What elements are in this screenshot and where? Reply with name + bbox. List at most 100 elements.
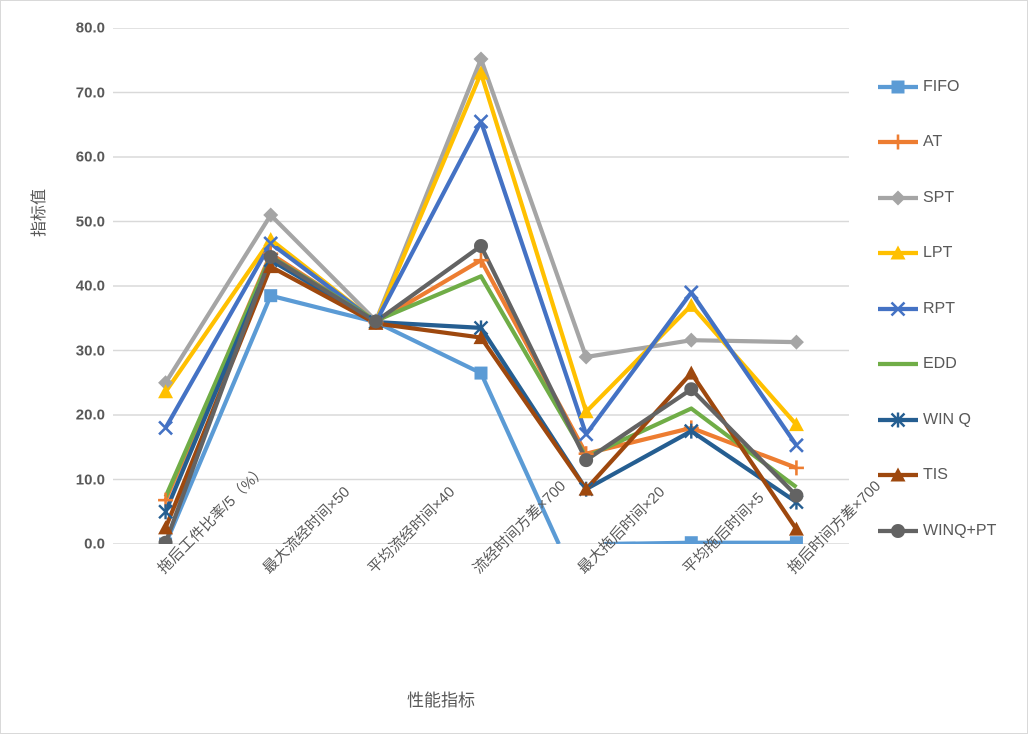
x-axis-tick-label: 平均流经时间×40 — [364, 483, 459, 578]
series-line-fifo — [163, 293, 482, 544]
marker-winq-pt-3 — [474, 239, 488, 254]
x-axis-tick-label: 流经时间方差×700 — [469, 477, 570, 578]
marker-lpt-1 — [263, 232, 279, 247]
x-axis-tick-label: 拖后工件比率/5（%） — [154, 462, 270, 578]
x-axis-title: 性能指标 — [407, 691, 475, 710]
marker-winq-pt-6 — [789, 488, 804, 503]
x-axis-tick-label: 最大拖后时间×20 — [574, 483, 669, 578]
marker-lpt-0 — [158, 384, 174, 399]
y-axis-tick-label: 80.0 — [75, 19, 105, 37]
series-line-fifo-return — [604, 540, 692, 544]
marker-rpt-3 — [473, 114, 489, 129]
x-axis-tick-label: 拖后时间方差×700 — [785, 477, 885, 578]
legend-swatch-square-icon — [877, 76, 919, 98]
marker-at-6 — [788, 460, 804, 476]
y-axis-tick-labels: 0.0 10.0 20.0 30.0 40.0 50.0 60.0 70.0 80.0 — [1, 1, 105, 735]
legend-label: FIFO — [923, 77, 960, 95]
marker-winq-pt-4 — [579, 453, 594, 468]
legend-item-at[interactable]: AT — [877, 115, 1025, 171]
y-axis-tick-label: 40.0 — [75, 277, 105, 295]
marker-spt-0 — [158, 375, 174, 391]
marker-fifo-3 — [474, 366, 488, 380]
legend-item-spt[interactable]: SPT — [877, 170, 1025, 226]
marker-lpt-6 — [788, 417, 804, 432]
legend-swatch-none-icon — [877, 353, 919, 375]
marker-rpt-1 — [263, 236, 279, 251]
marker-spt-6 — [788, 334, 804, 350]
legend-label: SPT — [923, 188, 955, 206]
y-axis-tick-label: 50.0 — [75, 213, 105, 230]
marker-tis-5 — [683, 365, 699, 380]
legend-marker-tis — [890, 467, 906, 482]
marker-spt-4 — [578, 349, 594, 365]
marker-winq-pt-2 — [368, 314, 383, 329]
legend-label: TIS — [923, 466, 948, 484]
marker-spt-1 — [263, 207, 279, 223]
legend-label: EDD — [923, 355, 957, 373]
legend-marker-rpt — [890, 301, 906, 317]
legend-swatch-plus-icon — [877, 131, 919, 153]
marker-win-q-5 — [683, 423, 699, 439]
plot-area — [113, 28, 849, 544]
y-axis-tick-label: 0.0 — [84, 535, 105, 553]
legend-marker-winq-pt — [891, 523, 905, 538]
marker-lpt-4 — [578, 404, 594, 419]
legend-marker-fifo — [891, 80, 905, 94]
legend-marker-win-q — [890, 412, 906, 428]
legend-marker-lpt — [890, 245, 906, 260]
legend-item-rpt[interactable]: RPT — [877, 281, 1025, 337]
legend-marker-spt — [890, 190, 906, 206]
y-axis-tick-label: 20.0 — [75, 406, 105, 424]
marker-winq-pt-5 — [684, 382, 699, 397]
marker-spt-3 — [473, 51, 489, 67]
marker-win-q-0 — [158, 504, 173, 520]
marker-spt-5 — [683, 332, 699, 348]
marker-tis-4 — [578, 481, 594, 496]
series-line-fifo-offscale — [479, 372, 561, 544]
legend-label: LPT — [923, 244, 953, 262]
legend-marker-at — [890, 134, 906, 150]
legend-item-edd[interactable]: EDD — [877, 337, 1025, 393]
marker-winq-pt-1 — [263, 249, 278, 264]
marker-fifo-1 — [264, 289, 278, 303]
legend-item-winq-pt[interactable]: WINQ+PT — [877, 503, 1025, 559]
marker-tis-1 — [263, 259, 279, 274]
marker-winq-pt-0 — [158, 535, 173, 544]
marker-rpt-0 — [158, 420, 173, 436]
x-axis-tick-label: 最大流经时间×50 — [259, 483, 354, 578]
legend-swatch-circle-icon — [877, 520, 919, 542]
legend-swatch-cross-icon — [877, 298, 919, 320]
chart-legend: FIFO AT SPT LPT RPT EDD WIN Q TIS WINQ+PT — [877, 59, 1025, 559]
legend-label: RPT — [923, 299, 955, 317]
marker-tis-0 — [158, 520, 174, 535]
legend-item-win-q[interactable]: WIN Q — [877, 392, 1025, 448]
marker-rpt-5 — [683, 285, 699, 300]
marker-lpt-3 — [473, 65, 489, 80]
legend-swatch-asterisk-icon — [877, 409, 919, 431]
legend-label: AT — [923, 133, 943, 151]
marker-at-3 — [473, 252, 489, 268]
marker-rpt-6 — [789, 437, 804, 453]
marker-tis-6 — [788, 521, 804, 536]
legend-item-tis[interactable]: TIS — [877, 448, 1025, 504]
marker-tis-3 — [473, 330, 489, 345]
y-axis-tick-label: 70.0 — [75, 84, 105, 101]
marker-fifo-6 — [789, 536, 803, 544]
y-axis-tick-label: 60.0 — [75, 148, 105, 166]
chart-plot-svg — [113, 28, 849, 544]
legend-label: WIN Q — [923, 410, 971, 428]
marker-fifo-5 — [684, 536, 698, 544]
y-axis-tick-label: 10.0 — [75, 471, 105, 488]
legend-swatch-triangle-icon — [877, 242, 919, 264]
marker-lpt-5 — [683, 297, 699, 312]
legend-swatch-triangle-icon — [877, 464, 919, 486]
legend-swatch-diamond-icon — [877, 187, 919, 209]
y-axis-tick-label: 30.0 — [75, 342, 105, 359]
x-axis-tick-label: 平均拖后时间×5 — [679, 489, 768, 578]
marker-rpt-4 — [578, 426, 594, 442]
legend-item-lpt[interactable]: LPT — [877, 226, 1025, 282]
legend-label: WINQ+PT — [923, 521, 997, 539]
legend-item-fifo[interactable]: FIFO — [877, 59, 1025, 115]
